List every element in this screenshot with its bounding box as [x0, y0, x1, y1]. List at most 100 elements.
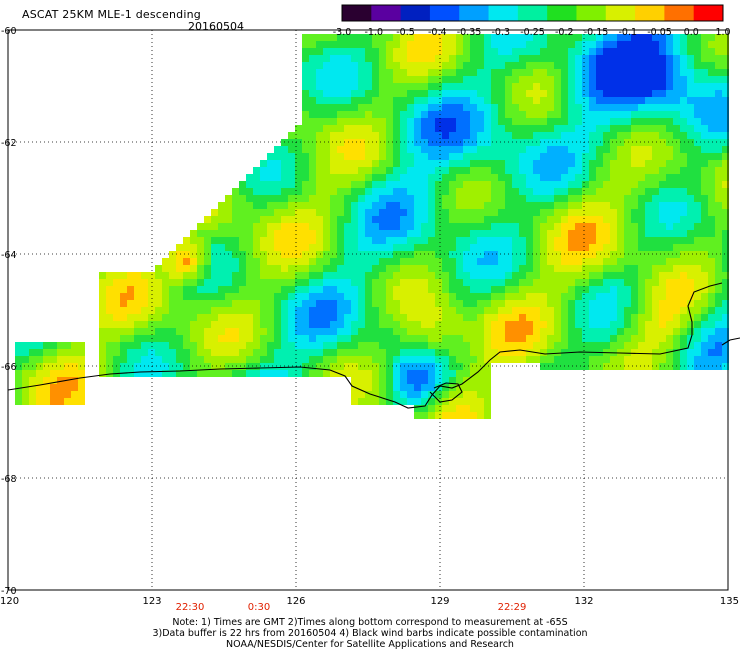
wind-cell [379, 174, 386, 181]
wind-cell [106, 279, 113, 286]
colorbar-swatch [488, 5, 519, 21]
wind-cell [484, 293, 491, 300]
wind-cell [659, 76, 666, 83]
wind-cell [589, 104, 596, 111]
wind-cell [596, 356, 603, 363]
wind-cell [561, 279, 568, 286]
wind-cell [526, 251, 533, 258]
wind-cell [358, 55, 365, 62]
wind-cell [379, 230, 386, 237]
wind-cell [302, 293, 309, 300]
wind-cell [547, 223, 554, 230]
wind-cell [211, 370, 218, 377]
wind-cell [701, 90, 708, 97]
wind-cell [302, 111, 309, 118]
wind-cell [232, 300, 239, 307]
wind-cell [498, 195, 505, 202]
wind-cell [288, 244, 295, 251]
wind-cell [407, 118, 414, 125]
wind-cell [708, 181, 715, 188]
wind-cell [470, 244, 477, 251]
wind-cell [603, 202, 610, 209]
wind-cell [274, 363, 281, 370]
wind-cell [526, 125, 533, 132]
wind-cell [428, 153, 435, 160]
wind-cell [337, 55, 344, 62]
wind-cell [491, 174, 498, 181]
wind-cell [386, 342, 393, 349]
wind-cell [330, 41, 337, 48]
wind-cell [379, 111, 386, 118]
wind-cell [666, 307, 673, 314]
wind-cell [246, 279, 253, 286]
wind-cell [22, 398, 29, 405]
wind-cell [365, 118, 372, 125]
wind-cell [561, 167, 568, 174]
wind-cell [617, 230, 624, 237]
wind-cell [267, 314, 274, 321]
wind-cell [316, 167, 323, 174]
wind-cell [176, 349, 183, 356]
wind-cell [645, 272, 652, 279]
wind-cell [372, 265, 379, 272]
wind-cell [526, 139, 533, 146]
wind-cell [715, 76, 722, 83]
wind-cell [344, 300, 351, 307]
wind-cell [491, 188, 498, 195]
colorbar-label: -1.0 [364, 27, 383, 38]
wind-cell [673, 244, 680, 251]
wind-cell [652, 328, 659, 335]
wind-cell [358, 321, 365, 328]
wind-cell [617, 272, 624, 279]
wind-cell [281, 363, 288, 370]
wind-cell [316, 237, 323, 244]
wind-cell [183, 328, 190, 335]
wind-cell [519, 251, 526, 258]
wind-cell [428, 167, 435, 174]
wind-cell [575, 216, 582, 223]
wind-cell [456, 111, 463, 118]
wind-cell [505, 237, 512, 244]
wind-cell [463, 272, 470, 279]
wind-cell [463, 391, 470, 398]
wind-cell [337, 118, 344, 125]
wind-cell [260, 223, 267, 230]
wind-cell [526, 286, 533, 293]
wind-cell [687, 195, 694, 202]
wind-cell [498, 132, 505, 139]
wind-cell [204, 349, 211, 356]
wind-cell [386, 384, 393, 391]
wind-cell [428, 265, 435, 272]
wind-cell [631, 307, 638, 314]
wind-cell [694, 181, 701, 188]
wind-cell [176, 363, 183, 370]
wind-cell [624, 188, 631, 195]
wind-cell [484, 139, 491, 146]
wind-cell [617, 251, 624, 258]
wind-cell [687, 153, 694, 160]
wind-cell [225, 363, 232, 370]
wind-cell [519, 300, 526, 307]
wind-cell [428, 279, 435, 286]
wind-cell [414, 223, 421, 230]
wind-cell [659, 349, 666, 356]
wind-cell [470, 174, 477, 181]
wind-cell [316, 132, 323, 139]
wind-cell [29, 370, 36, 377]
wind-cell [484, 258, 491, 265]
wind-cell [414, 321, 421, 328]
wind-cell [477, 377, 484, 384]
wind-cell [414, 237, 421, 244]
wind-cell [722, 230, 729, 237]
wind-cell [36, 398, 43, 405]
wind-cell [449, 111, 456, 118]
wind-cell [596, 48, 603, 55]
wind-cell [505, 230, 512, 237]
wind-cell [428, 41, 435, 48]
wind-cell [288, 286, 295, 293]
wind-cell [183, 244, 190, 251]
wind-cell [127, 356, 134, 363]
wind-cell [358, 216, 365, 223]
wind-cell [540, 174, 547, 181]
wind-cell [288, 132, 295, 139]
